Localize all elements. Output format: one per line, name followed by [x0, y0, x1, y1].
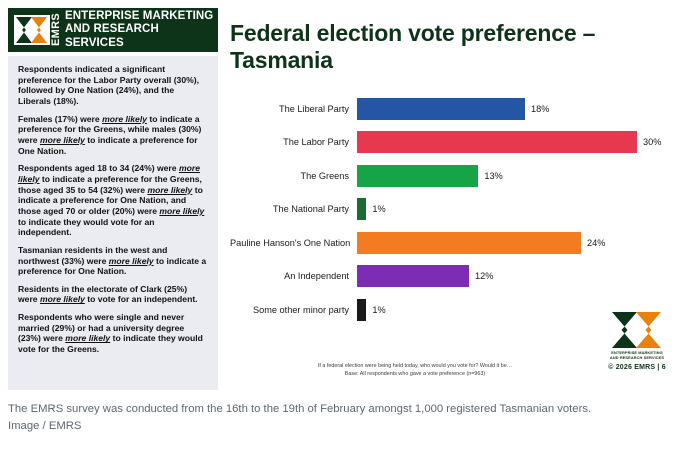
logo-initials: EMRS: [50, 13, 62, 47]
emrs-footer-logo-icon: [611, 312, 663, 348]
bar-value-label: 1%: [372, 304, 386, 315]
logo-zigzag-green: [16, 17, 32, 43]
finding-item: Respondents who were single and never ma…: [18, 312, 203, 355]
bar-value-label: 30%: [643, 137, 662, 147]
slide-canvas: EMRS ENTERPRISE MARKETING AND RESEARCH S…: [8, 8, 670, 390]
bar-row: The National Party 1%: [230, 197, 670, 222]
logo-zigzag-orange: [31, 17, 47, 43]
bar-category-label: Pauline Hanson's One Nation: [230, 237, 351, 248]
bar-value-label: 24%: [587, 237, 606, 248]
logo-wordmark-line2: AND RESEARCH SERVICES: [65, 23, 159, 49]
caption-line-1: The EMRS survey was conducted from the 1…: [8, 403, 592, 415]
bar-fill: [357, 198, 367, 220]
bar-value-label: 13%: [484, 170, 503, 181]
footer-zigzag-green: [612, 312, 637, 348]
footer-zigzag-orange: [636, 312, 661, 348]
bar-category-label: Some other minor party: [253, 304, 349, 315]
bar-fill: [357, 97, 525, 120]
chart-footnote: If a federal election were being held to…: [250, 363, 580, 379]
bar-fill: [357, 231, 581, 254]
bar-track: 24%: [357, 230, 670, 255]
bar-fill: [357, 265, 469, 287]
chart-base: Base: All respondents who gave a vote pr…: [344, 370, 486, 377]
bar-category-label: The National Party: [272, 204, 349, 214]
footer-tagline-line1: ENTERPRISE MARKETING: [611, 350, 663, 355]
bar-value-label: 18%: [531, 103, 550, 114]
bar-value-label: 12%: [475, 271, 494, 281]
bar-track: 18%: [357, 96, 670, 121]
logo-wordmark-line1: ENTERPRISE MARKETING: [65, 10, 214, 23]
bar-category-label: The Labor Party: [283, 137, 349, 147]
bar-track: 13%: [357, 163, 670, 188]
bar-row: Pauline Hanson's One Nation 24%: [230, 230, 670, 255]
bar-track: 1%: [357, 297, 670, 322]
footer-brand-logo: ENTERPRISE MARKETING AND RESEARCH SERVIC…: [604, 312, 670, 371]
finding-item: Residents in the electorate of Clark (25…: [18, 283, 198, 305]
bar-fill: [357, 298, 367, 321]
bar-value-label: 1%: [372, 204, 386, 214]
bar-fill: [357, 131, 637, 153]
caption-line-2: Image / EMRS: [8, 419, 82, 432]
bar-row: The Liberal Party 18%: [230, 96, 670, 121]
chart-question: If a federal election were being held to…: [317, 363, 513, 369]
bar-category-label: The Liberal Party: [279, 103, 349, 114]
brand-header: EMRS ENTERPRISE MARKETING AND RESEARCH S…: [8, 8, 218, 52]
bar-track: 12%: [357, 264, 670, 289]
footer-tagline-line2: AND RESEARCH SERVICES: [609, 355, 665, 361]
vote-preference-bar-chart: The Liberal Party 18% The Labor Party 30% Th…: [230, 96, 670, 331]
bar-category-label: The Greens: [300, 170, 349, 181]
bar-fill: [357, 164, 479, 187]
bar-row: Some other minor party 1%: [230, 297, 670, 322]
bar-category-label: An Independent: [284, 271, 349, 281]
footer-tagline: ENTERPRISE MARKETING AND RESEARCH SERVIC…: [604, 350, 670, 361]
finding-item: Respondents aged 18 to 34 (24%) were mor…: [18, 163, 205, 238]
chart-title: Federal election vote preference – Tasma…: [230, 20, 596, 74]
bar-row: The Labor Party 30%: [230, 130, 670, 155]
finding-item: Females (17%) were more likely to indica…: [18, 113, 202, 156]
bar-row: An Independent 12%: [230, 264, 670, 289]
finding-item: Respondents indicated a significant pref…: [18, 64, 200, 106]
bar-track: 1%: [357, 197, 670, 222]
footer-copyright: © 2026 EMRS | 6: [608, 363, 666, 371]
logo-wordmark: ENTERPRISE MARKETING AND RESEARCH SERVIC…: [65, 10, 218, 50]
bar-track: 30%: [357, 130, 670, 155]
emrs-logo-icon: [14, 15, 50, 45]
finding-item: Tasmanian residents in the west and nort…: [18, 244, 207, 277]
key-findings-panel: Respondents indicated a significant pref…: [8, 56, 218, 390]
image-caption: The EMRS survey was conducted from the 1…: [0, 391, 682, 449]
bar-row: The Greens 13%: [230, 163, 670, 188]
